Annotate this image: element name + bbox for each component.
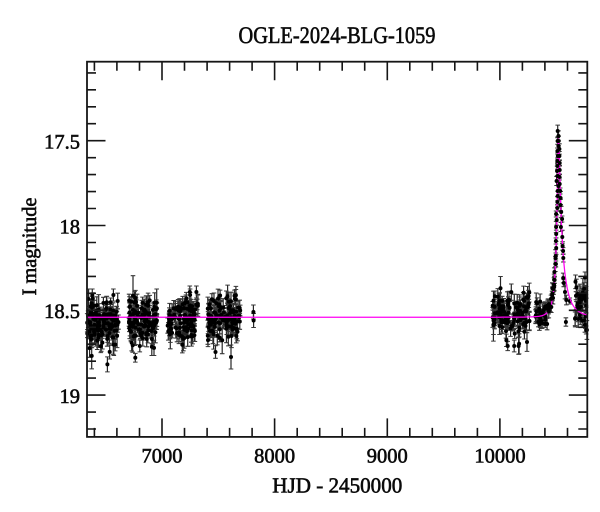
svg-text:HJD - 2450000: HJD - 2450000	[272, 474, 402, 498]
svg-text:9000: 9000	[367, 445, 408, 467]
svg-text:OGLE-2024-BLG-1059: OGLE-2024-BLG-1059	[239, 23, 436, 49]
svg-text:19: 19	[60, 386, 81, 408]
svg-text:8000: 8000	[254, 445, 295, 467]
svg-text:7000: 7000	[142, 445, 183, 467]
svg-text:10000: 10000	[474, 445, 525, 467]
svg-text:18.5: 18.5	[44, 301, 80, 323]
svg-text:18: 18	[60, 216, 81, 238]
svg-text:I magnitude: I magnitude	[19, 198, 41, 296]
svg-text:17.5: 17.5	[44, 132, 80, 154]
